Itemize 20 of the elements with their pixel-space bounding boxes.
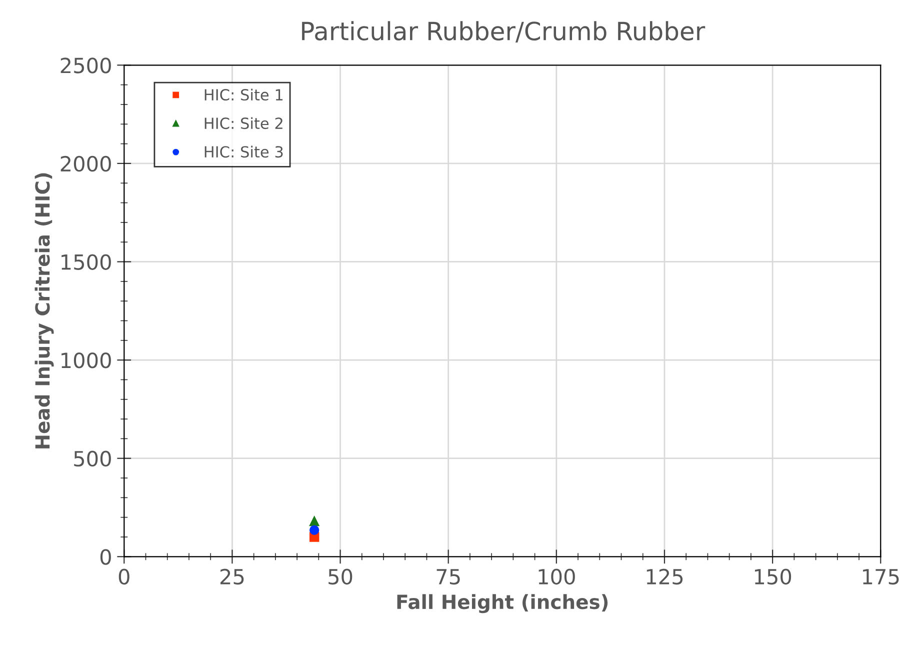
x-tick-label: 75 [436,569,460,585]
y-tick-label: 0 [100,549,111,565]
legend-label: HIC: Site 3 [204,146,283,158]
y-tick-label: 1500 [62,254,111,270]
x-tick-label: 150 [754,568,792,585]
legend-label: HIC: Site 2 [204,117,282,130]
x-tick-label: 175 [863,569,899,585]
x-tick-label: 0 [118,568,130,585]
x-tick-label: 125 [646,568,683,585]
legend-label: HIC: Site 1 [204,88,283,101]
y-tick-label: 1000 [62,352,111,368]
chart-title: Particular Rubber/Crumb Rubber [302,21,706,42]
y-axis-title: Head Injury Critreia (HIC) [34,173,54,448]
x-tick-label: 50 [328,568,352,585]
x-tick-label: 25 [220,568,244,585]
y-tick-label: 2000 [60,156,111,172]
x-axis-title: Fall Height (inches) [397,594,608,614]
x-tick-label: 100 [538,568,575,585]
y-tick-label: 500 [74,450,111,467]
y-tick-label: 2500 [60,58,111,74]
